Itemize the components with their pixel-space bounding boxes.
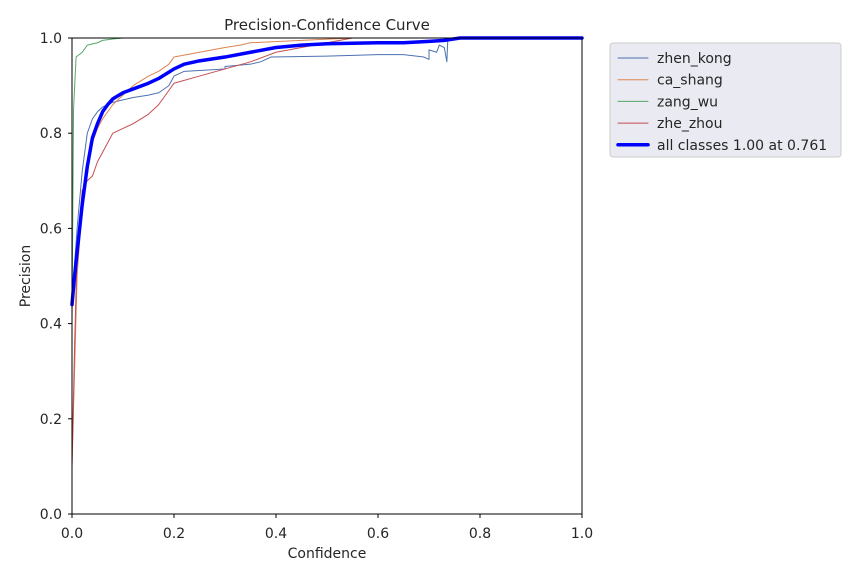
legend-label-0: zhen_kong bbox=[657, 51, 732, 67]
y-tick-label: 0.0 bbox=[40, 507, 62, 523]
plot-frame bbox=[71, 37, 583, 515]
x-tick-label: 0.8 bbox=[469, 526, 491, 542]
series-line-2 bbox=[71, 37, 583, 325]
x-tick-label: 0.6 bbox=[367, 526, 389, 542]
legend-label-2: zang_wu bbox=[657, 94, 718, 110]
plot-lines bbox=[70, 36, 584, 467]
series-line-4 bbox=[70, 36, 584, 307]
y-tick-label: 0.4 bbox=[40, 317, 62, 333]
y-tick-label: 1.0 bbox=[40, 31, 62, 47]
legend-label-1: ca_shang bbox=[657, 73, 723, 89]
y-tick-label: 0.6 bbox=[40, 221, 62, 237]
x-tick-label: 0.4 bbox=[265, 526, 287, 542]
chart-title: Precision-Confidence Curve bbox=[224, 16, 430, 34]
legend-box bbox=[609, 42, 842, 158]
legend-label-4: all classes 1.00 at 0.761 bbox=[657, 138, 827, 154]
y-tick-label: 0.8 bbox=[40, 126, 62, 142]
x-tick-label: 0.2 bbox=[163, 526, 185, 542]
x-tick-label: 1.0 bbox=[571, 526, 593, 542]
series-line-0 bbox=[71, 37, 583, 301]
x-axis-label: Confidence bbox=[288, 546, 367, 562]
y-axis-ticks: 0.0 0.2 0.4 0.6 0.8 1.0 bbox=[40, 31, 72, 523]
y-tick-label: 0.2 bbox=[40, 412, 62, 428]
x-axis-ticks: 0.0 0.2 0.4 0.6 0.8 1.0 bbox=[61, 514, 593, 542]
series-line-3 bbox=[71, 37, 583, 467]
series-line-1 bbox=[71, 37, 583, 467]
x-tick-label: 0.0 bbox=[61, 526, 83, 542]
legend-label-3: zhe_zhou bbox=[657, 116, 723, 132]
y-axis-label: Precision bbox=[18, 245, 34, 307]
